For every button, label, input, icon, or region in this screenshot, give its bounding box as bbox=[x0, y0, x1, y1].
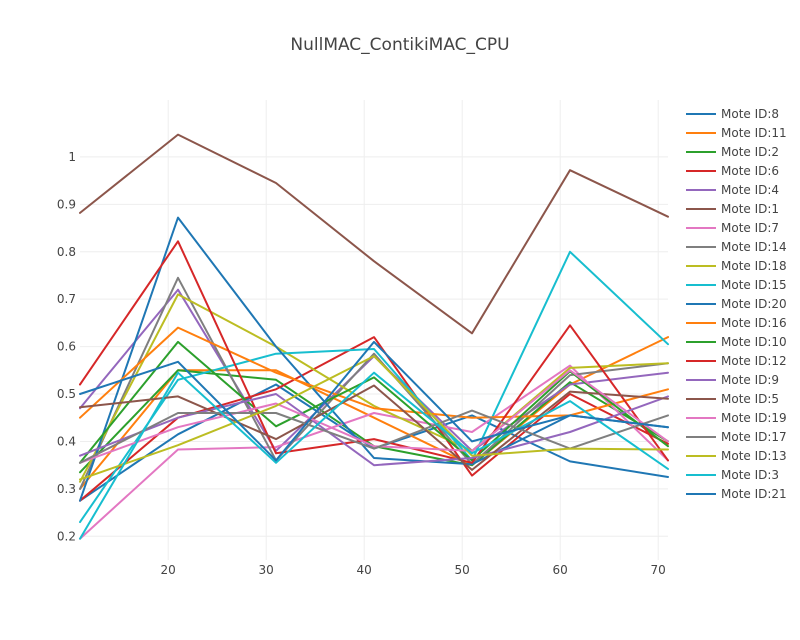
axis-ticks: 0.2 0.3 0.4 0.5 0.6 0.7 0.8 0.9 1 20 30 40 50 60 70 bbox=[57, 150, 666, 577]
legend-item[interactable]: Mote ID:13 bbox=[686, 449, 787, 463]
series-line-mote-id-15 bbox=[79, 250, 669, 524]
x-tick-label: 30 bbox=[259, 563, 274, 577]
x-tick-label: 60 bbox=[553, 563, 568, 577]
y-tick-label: 0.7 bbox=[57, 292, 76, 306]
series-line-mote-id-1 bbox=[79, 133, 669, 335]
legend-item[interactable]: Mote ID:19 bbox=[686, 411, 787, 425]
y-tick-label: 0.3 bbox=[57, 482, 76, 496]
plot-area bbox=[79, 133, 669, 540]
legend-item[interactable]: Mote ID:9 bbox=[686, 373, 779, 387]
legend-item[interactable]: Mote ID:7 bbox=[686, 221, 779, 235]
legend-item[interactable]: Mote ID:12 bbox=[686, 354, 787, 368]
legend-item[interactable]: Mote ID:2 bbox=[686, 145, 779, 159]
legend-item[interactable]: Mote ID:11 bbox=[686, 126, 787, 140]
y-tick-label: 0.6 bbox=[57, 340, 76, 354]
grid bbox=[80, 100, 668, 560]
series-line-mote-id-7 bbox=[79, 364, 669, 540]
legend-label: Mote ID:14 bbox=[721, 240, 787, 254]
legend-item[interactable]: Mote ID:15 bbox=[686, 278, 787, 292]
legend[interactable]: Mote ID:8 Mote ID:11 Mote ID:2 Mote ID:6 Mot… bbox=[686, 107, 787, 501]
legend-label: Mote ID:21 bbox=[721, 487, 787, 501]
legend-label: Mote ID:11 bbox=[721, 126, 787, 140]
legend-label: Mote ID:12 bbox=[721, 354, 787, 368]
series-line-mote-id-13 bbox=[79, 355, 669, 481]
legend-item[interactable]: Mote ID:5 bbox=[686, 392, 779, 406]
legend-label: Mote ID:5 bbox=[721, 392, 779, 406]
series-line-mote-id-21 bbox=[79, 340, 669, 462]
legend-label: Mote ID:17 bbox=[721, 430, 787, 444]
x-tick-label: 70 bbox=[651, 563, 666, 577]
series-line-mote-id-19 bbox=[79, 369, 669, 464]
legend-label: Mote ID:20 bbox=[721, 297, 787, 311]
series-line-mote-id-3 bbox=[79, 371, 669, 540]
series-line-mote-id-18 bbox=[79, 293, 669, 483]
legend-label: Mote ID:18 bbox=[721, 259, 787, 273]
legend-item[interactable]: Mote ID:10 bbox=[686, 335, 787, 349]
legend-label: Mote ID:9 bbox=[721, 373, 779, 387]
legend-label: Mote ID:10 bbox=[721, 335, 787, 349]
legend-label: Mote ID:7 bbox=[721, 221, 779, 235]
legend-item[interactable]: Mote ID:6 bbox=[686, 164, 779, 178]
legend-item[interactable]: Mote ID:21 bbox=[686, 487, 787, 501]
legend-label: Mote ID:13 bbox=[721, 449, 787, 463]
series-line-mote-id-14 bbox=[79, 276, 669, 490]
legend-label: Mote ID:1 bbox=[721, 202, 779, 216]
legend-label: Mote ID:6 bbox=[721, 164, 779, 178]
y-tick-label: 0.4 bbox=[57, 434, 76, 448]
legend-item[interactable]: Mote ID:8 bbox=[686, 107, 779, 121]
series-line-mote-id-9 bbox=[79, 393, 669, 467]
chart-title: NullMAC_ContikiMAC_CPU bbox=[290, 35, 509, 55]
legend-item[interactable]: Mote ID:17 bbox=[686, 430, 787, 444]
y-tick-label: 0.9 bbox=[57, 197, 76, 211]
legend-label: Mote ID:15 bbox=[721, 278, 787, 292]
y-tick-label: 0.5 bbox=[57, 387, 76, 401]
y-tick-label: 1 bbox=[68, 150, 76, 164]
x-tick-label: 40 bbox=[357, 563, 372, 577]
legend-label: Mote ID:3 bbox=[721, 468, 779, 482]
y-tick-label: 0.8 bbox=[57, 245, 76, 259]
legend-item[interactable]: Mote ID:3 bbox=[686, 468, 779, 482]
legend-item[interactable]: Mote ID:20 bbox=[686, 297, 787, 311]
legend-item[interactable]: Mote ID:18 bbox=[686, 259, 787, 273]
x-tick-label: 20 bbox=[161, 563, 176, 577]
series-line-mote-id-5 bbox=[79, 384, 669, 471]
y-tick-label: 0.2 bbox=[57, 529, 76, 543]
legend-label: Mote ID:2 bbox=[721, 145, 779, 159]
legend-label: Mote ID:16 bbox=[721, 316, 787, 330]
legend-item[interactable]: Mote ID:1 bbox=[686, 202, 779, 216]
legend-item[interactable]: Mote ID:16 bbox=[686, 316, 787, 330]
legend-item[interactable]: Mote ID:4 bbox=[686, 183, 779, 197]
series-line-mote-id-12 bbox=[79, 240, 669, 464]
legend-label: Mote ID:8 bbox=[721, 107, 779, 121]
legend-label: Mote ID:4 bbox=[721, 183, 779, 197]
legend-item[interactable]: Mote ID:14 bbox=[686, 240, 787, 254]
legend-label: Mote ID:19 bbox=[721, 411, 787, 425]
x-tick-label: 50 bbox=[455, 563, 470, 577]
